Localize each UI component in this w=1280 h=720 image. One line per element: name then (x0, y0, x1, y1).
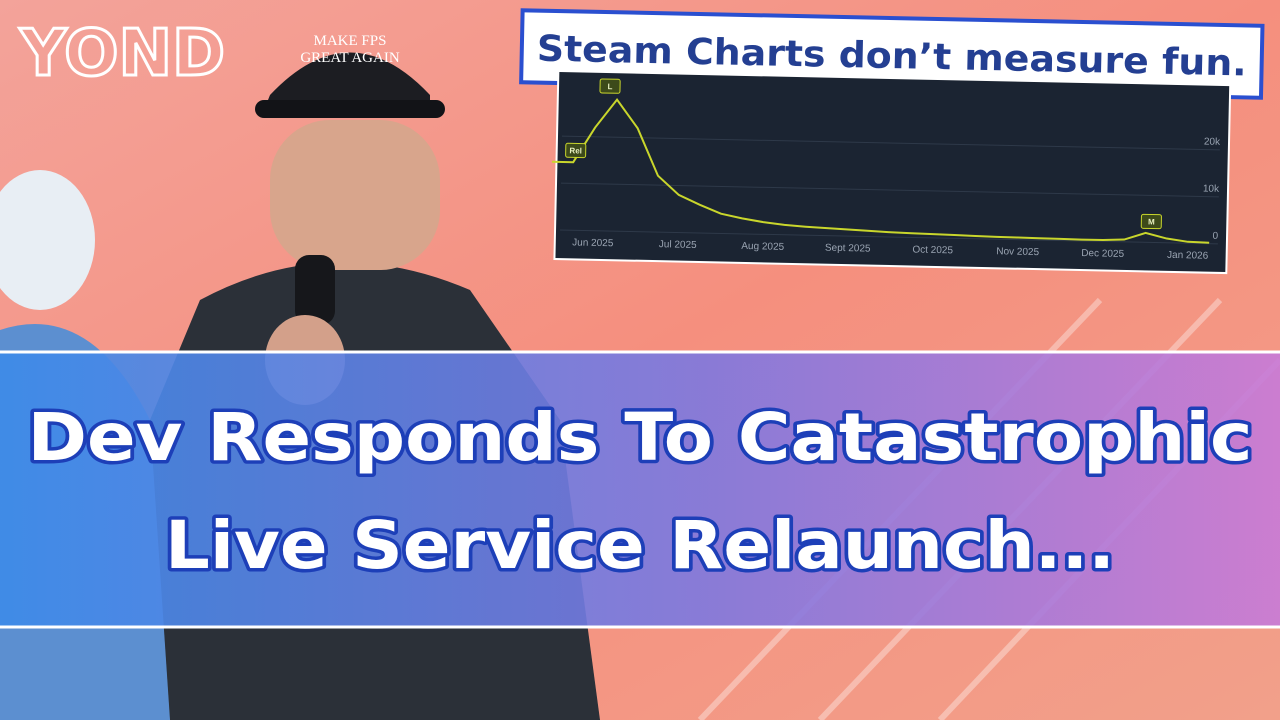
hat-text: MAKE FPS (314, 33, 387, 49)
grid-line (560, 229, 1218, 245)
x-tick-label: Nov 2025 (996, 246, 1039, 258)
y-tick-label: 0 (1212, 231, 1218, 242)
x-tick-label: Dec 2025 (1081, 248, 1124, 260)
plot: 0 10k 20k Jun 2025 Jul 2025 Aug 2025 Sept 2025… (551, 78, 1221, 262)
y-tick-label: 10k (1203, 184, 1220, 195)
y-tick-label: 20k (1204, 137, 1221, 148)
annotation-box (1140, 213, 1162, 230)
x-tick-label: Jun 2025 (572, 237, 614, 249)
headline: Dev Responds To Catastrophic (28, 399, 1253, 476)
headline-band (0, 352, 1280, 627)
x-tick-label: Oct 2025 (912, 244, 953, 256)
grid-line (561, 182, 1219, 198)
logo: YOND (19, 17, 225, 91)
x-tick-label: Jan 2026 (1167, 250, 1209, 262)
x-tick-label: Aug 2025 (741, 241, 784, 253)
x-tick-label: Sept 2025 (825, 243, 871, 255)
chart-area (553, 70, 1232, 275)
headline: Live Service Relaunch... (165, 507, 1115, 584)
x-tick-label: Jul 2025 (659, 239, 697, 251)
grid-line (561, 135, 1220, 151)
annotation: L (608, 82, 613, 91)
annotation-box (565, 142, 587, 159)
annotation: M (1148, 217, 1155, 226)
annotation: Rel (569, 146, 582, 155)
annotation-box (599, 78, 621, 94)
line (551, 98, 1210, 244)
hat-text: GREAT AGAIN (300, 50, 399, 66)
chart-card: Steam Charts don’t measure fun. 010k20kJ… (519, 8, 1265, 275)
